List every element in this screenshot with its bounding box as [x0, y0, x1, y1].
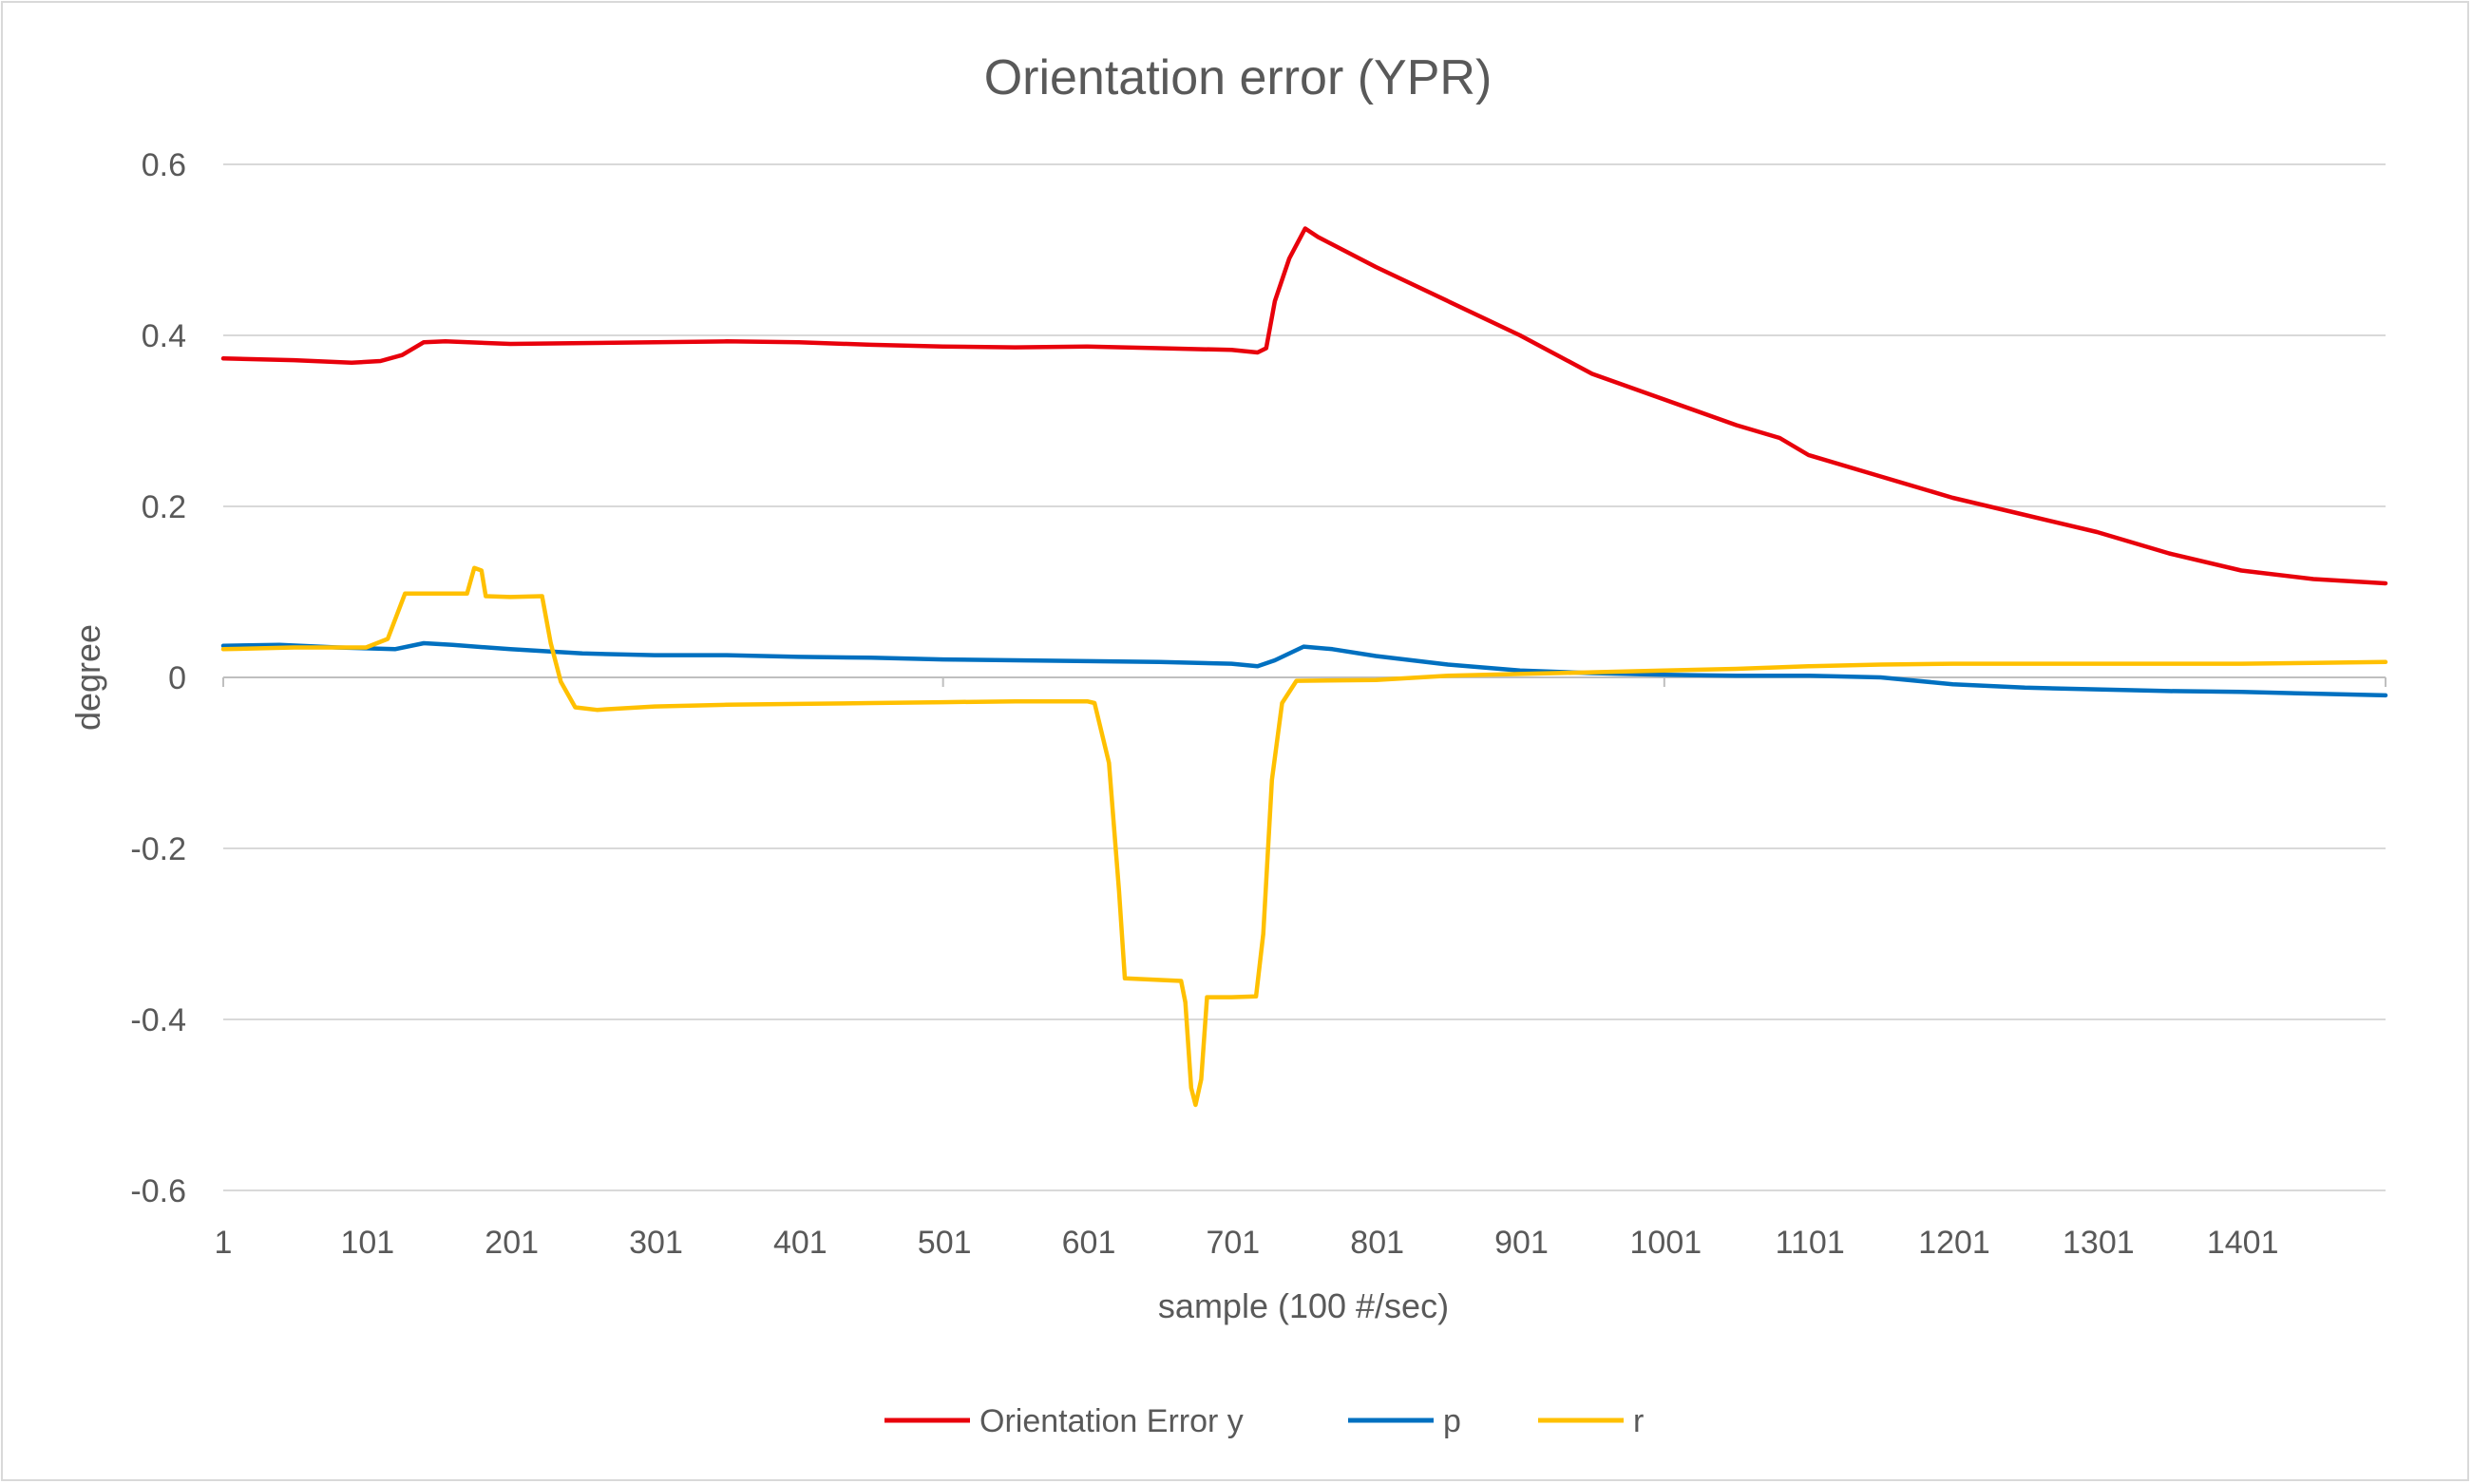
- legend-label-2: r: [1633, 1403, 1644, 1439]
- chart-title: Orientation error (YPR): [984, 50, 1493, 105]
- x-tick-label: 1: [215, 1225, 233, 1261]
- gridlines: [223, 163, 2386, 1191]
- y-tick-label: 0.2: [142, 489, 186, 525]
- x-axis: [222, 676, 2386, 687]
- x-tick-label: 401: [773, 1225, 827, 1261]
- series-line-orientation-error-y: [220, 226, 2388, 586]
- x-tick-label: 701: [1206, 1225, 1260, 1261]
- x-tick-label: 101: [340, 1225, 394, 1261]
- x-tick-label: 1001: [1630, 1225, 1702, 1261]
- y-axis-label: degree: [68, 624, 107, 731]
- x-tick-label: 801: [1350, 1225, 1404, 1261]
- y-tick-label: 0.6: [142, 147, 186, 183]
- series-line-r: [220, 565, 2388, 1108]
- x-tick-label: 201: [485, 1225, 539, 1261]
- y-tick-label: 0.4: [142, 318, 186, 354]
- x-tick-label: 301: [629, 1225, 683, 1261]
- series-line-p: [220, 640, 2388, 698]
- legend-label-1: p: [1443, 1403, 1461, 1439]
- x-tick-label: 1301: [2063, 1225, 2135, 1261]
- x-tick-label: 601: [1062, 1225, 1116, 1261]
- x-tick-label: 1401: [2207, 1225, 2279, 1261]
- x-axis-label: sample (100 #/sec): [1158, 1286, 1449, 1325]
- x-tick-label: 901: [1494, 1225, 1549, 1261]
- y-tick-label: -0.4: [130, 1002, 186, 1038]
- legend: Orientation Error y p r: [884, 1403, 1644, 1439]
- x-tick-label: 1101: [1776, 1225, 1845, 1261]
- y-tick-label: 0: [168, 660, 186, 696]
- chart-svg: Orientation error (YPR) 0.6 0.4 0.2 0 -0.2 -0…: [68, 50, 2388, 1439]
- x-tick-label: 501: [918, 1225, 972, 1261]
- x-tick-labels: 1 101 201 301 401 501 601 701 801 901 1001 1101 1201…: [215, 1225, 2279, 1261]
- series-lines: [220, 226, 2388, 1108]
- y-tick-label: -0.6: [130, 1173, 186, 1209]
- y-tick-label: -0.2: [130, 831, 186, 867]
- x-tick-label: 1201: [1918, 1225, 1990, 1261]
- legend-label-0: Orientation Error y: [979, 1403, 1244, 1439]
- y-tick-labels: 0.6 0.4 0.2 0 -0.2 -0.4 -0.6: [130, 147, 186, 1209]
